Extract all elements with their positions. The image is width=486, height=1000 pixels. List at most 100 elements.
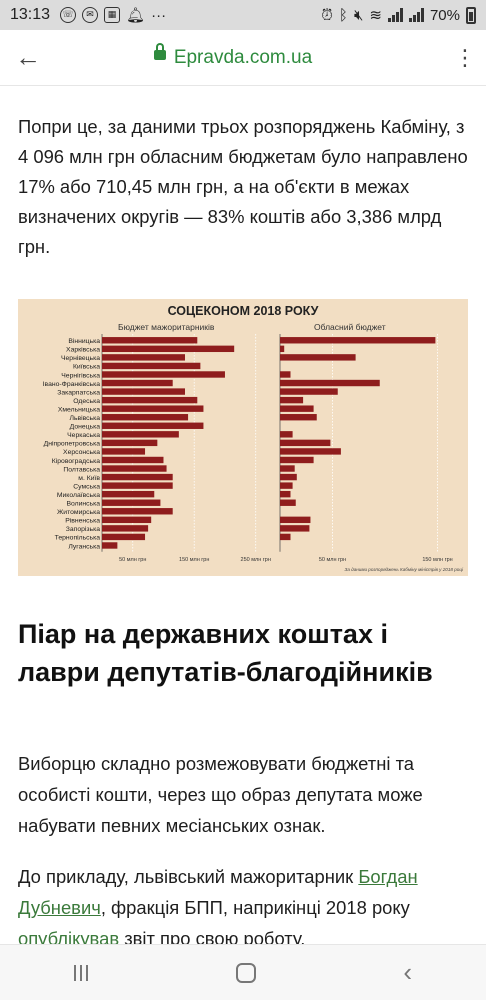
category-label: Одеська (73, 398, 100, 405)
bar (280, 414, 317, 421)
bar (102, 542, 118, 549)
bar (102, 354, 185, 361)
mute-icon: 🔇︎ (353, 6, 364, 24)
paragraph-text: До прикладу, львівський мажоритарник (18, 866, 359, 887)
bar (102, 371, 225, 378)
article-paragraph: Виборцю складно розмежовувати бюджетні т… (18, 753, 423, 836)
messenger-icon: ✉ (82, 7, 99, 23)
bar (102, 345, 235, 353)
bar (280, 516, 311, 524)
gallery-icon: ▦ (104, 7, 121, 23)
category-label: Хмельницька (58, 406, 100, 413)
series-label: Обласний бюджет (314, 322, 386, 332)
battery-icon (466, 6, 476, 24)
more-notifications-icon: ··· (151, 6, 167, 24)
link-published[interactable]: опублікував (18, 928, 120, 949)
bar (280, 388, 338, 395)
category-label: Житомирська (57, 509, 100, 516)
battery-percent: 70% (429, 6, 460, 24)
tick-label: 250 млн грн (241, 557, 271, 563)
category-label: Вінницька (68, 337, 100, 345)
bar (280, 448, 341, 455)
bar (102, 456, 164, 464)
bar (280, 337, 436, 344)
arrow-left-icon[interactable]: ← (15, 42, 41, 72)
section-heading: Піар на державних коштах і лаври депутат… (18, 619, 433, 687)
category-label: Івано-Франківська (43, 380, 101, 388)
bar (280, 396, 304, 404)
category-label: Донецька (70, 424, 101, 431)
bar (102, 388, 185, 395)
category-label: м. Київ (78, 475, 100, 482)
category-label: Волинська (66, 501, 100, 508)
bar (102, 465, 167, 472)
notification-icons: ☏ ✉ ▦ 🔔︎ ··· (60, 6, 166, 24)
category-label: Львівська (70, 414, 101, 422)
category-label: Херсонська (63, 449, 100, 456)
status-bar: 13:13 ☏ ✉ ▦ 🔔︎ ··· ⏰︎ ᛒ 🔇︎ ≋ 70% (0, 0, 486, 30)
bar (280, 525, 310, 532)
bar (280, 473, 297, 481)
bar (280, 371, 291, 378)
more-vert-icon[interactable]: ⋮ (454, 44, 476, 70)
back-chevron-icon[interactable]: ‹ (403, 957, 413, 987)
bar (280, 456, 314, 464)
budget-chart: СОЦЕКОНОМ 2018 РОКУ Бюджет мажоритарників… (18, 299, 468, 576)
bar (102, 499, 161, 506)
category-label: Запорізька (66, 525, 100, 533)
paragraph-text: , фракція БПП, наприкінці 2018 року (100, 897, 410, 918)
category-label: Дніпропетровська (44, 440, 101, 448)
tick-label: 50 млн грн (119, 557, 146, 563)
tick-label: 150 млн грн (179, 557, 209, 563)
bar (102, 439, 158, 447)
site-address[interactable]: Epravda.com.ua (56, 43, 410, 69)
bar (102, 379, 173, 387)
bar (102, 482, 173, 489)
chart-svg: СОЦЕКОНОМ 2018 РОКУ Бюджет мажоритарників… (43, 304, 464, 572)
bar (280, 499, 296, 506)
recents-icon[interactable] (73, 964, 88, 981)
chart-note: За даними розпоряджень Кабміну міністрів… (345, 567, 464, 572)
bar (280, 405, 314, 412)
home-icon[interactable] (235, 962, 256, 983)
browser-url-bar: ← Epravda.com.ua ⋮ (0, 30, 486, 86)
bluetooth-icon: ᛒ (338, 6, 348, 24)
bar (280, 345, 285, 353)
bar (102, 396, 198, 404)
signal-2-icon (408, 8, 424, 22)
bar (280, 354, 356, 361)
system-icons: ⏰︎ ᛒ 🔇︎ ≋ 70% (321, 6, 476, 24)
category-label: Луганська (68, 543, 100, 550)
system-nav-bar: ‹ (0, 944, 486, 1000)
bar (102, 431, 179, 438)
bar (102, 508, 173, 515)
bar (102, 337, 198, 344)
bar (102, 362, 201, 370)
tick-label: 50 млн грн (319, 557, 346, 563)
bar (102, 473, 173, 481)
bell-icon: 🔔︎ (126, 7, 146, 24)
tick-label: 150 млн грн (422, 557, 452, 563)
article-paragraph: Попри це, за даними трьох розпоряджень К… (18, 116, 468, 257)
signal-icon (387, 8, 403, 22)
bar (102, 525, 149, 532)
category-label: Рівненська (65, 517, 100, 525)
category-label: Черкаська (67, 432, 100, 439)
series-label: Бюджет мажоритарників (118, 322, 215, 332)
category-label: Харківська (66, 346, 100, 354)
category-label: Чернігівська (61, 371, 100, 379)
category-label: Кіровоградська (52, 457, 100, 465)
category-label: Миколаївська (57, 492, 100, 499)
bar (280, 482, 293, 489)
site-domain: Epravda.com.ua (173, 46, 313, 68)
category-label: Сумська (73, 483, 100, 490)
bar (102, 422, 204, 429)
category-label: Тернопільська (55, 534, 101, 542)
status-time: 13:13 (10, 6, 51, 23)
link-bohdan-dubnevych[interactable]: Богдан Дубневич (18, 866, 418, 918)
lock-icon (153, 43, 166, 61)
category-label: Чернівецька (61, 354, 100, 362)
article-paragraph: До прикладу, львівський мажоритарник Бог… (18, 861, 474, 954)
chart-title: СОЦЕКОНОМ 2018 РОКУ (168, 304, 319, 318)
paragraph-text: звіт про свою роботу. (119, 928, 306, 949)
